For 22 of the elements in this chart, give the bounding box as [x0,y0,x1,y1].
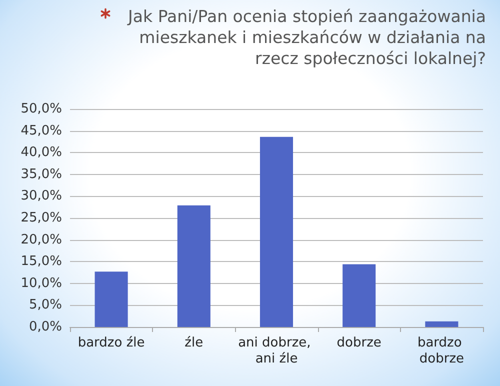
x-tick-label: ani dobrze, ani źle [238,336,315,366]
x-tick-label: dobrze [336,336,382,350]
y-tick-label: 20,0% [20,232,62,248]
bar [177,205,210,327]
bar [94,272,128,327]
y-tick-label: 50,0% [20,102,62,116]
y-tick-label: 40,0% [20,145,62,160]
y-tick-label: 30,0% [20,188,62,204]
bar [260,136,294,327]
y-tick-label: 0,0% [28,320,62,334]
x-tick-label: bardzo źle [78,336,145,350]
x-tick-label: źle [184,336,204,350]
y-tick-label: 15,0% [20,254,62,270]
chart-title: Jak Pani/Pan ocenia stopień zaangażowania mieszkanek i mieszkańców w działania na rzecz społeczności lokalnej? [126,6,486,69]
y-tick-label: 35,0% [20,166,62,182]
y-tick-label: 25,0% [20,210,62,226]
x-tick-label: bardzo dobrze [417,336,466,366]
bar [342,264,376,327]
y-tick-label: 5,0% [28,298,62,313]
bar [425,321,458,327]
y-tick-label: 10,0% [20,276,62,291]
y-tick-label: 45,0% [20,123,62,138]
